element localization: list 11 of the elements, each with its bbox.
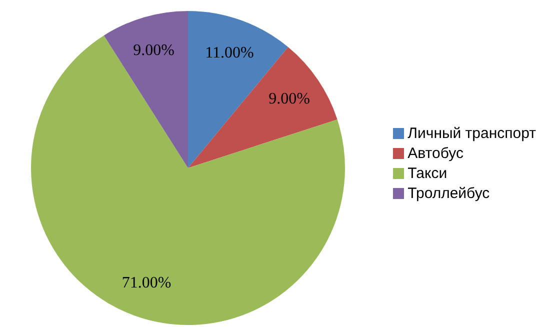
data-label: 11.00% (205, 44, 254, 62)
data-label: 71.00% (122, 274, 172, 292)
legend-label: Личный транспорт (408, 124, 536, 142)
legend-label: Троллейбус (408, 184, 490, 202)
legend-label: Автобус (408, 144, 464, 162)
pie-slice (188, 47, 338, 168)
pie-slice (31, 35, 345, 325)
legend-label: Такси (408, 164, 448, 182)
pie-slice (104, 11, 188, 168)
data-label: 9.00% (268, 90, 310, 108)
data-label: 9.00% (133, 42, 174, 59)
